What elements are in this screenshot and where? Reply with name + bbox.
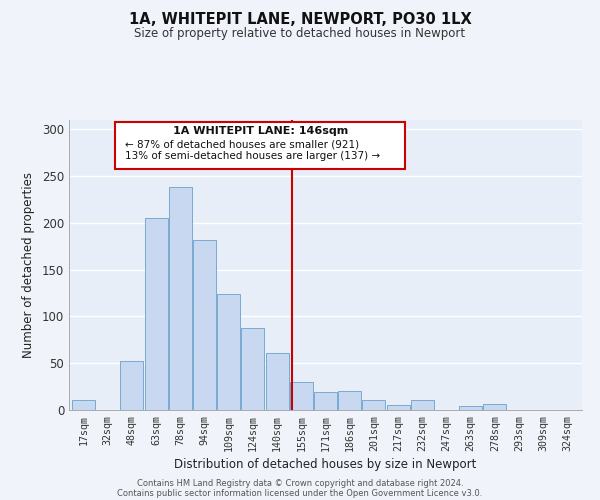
Bar	[290, 382, 313, 410]
Bar	[338, 392, 361, 410]
Text: Contains public sector information licensed under the Open Government Licence v3: Contains public sector information licen…	[118, 489, 482, 498]
Bar	[241, 328, 265, 410]
Bar	[169, 188, 192, 410]
Bar	[121, 362, 143, 410]
Text: ← 87% of detached houses are smaller (921): ← 87% of detached houses are smaller (92…	[125, 140, 359, 149]
Bar	[72, 400, 95, 410]
Y-axis label: Number of detached properties: Number of detached properties	[22, 172, 35, 358]
FancyBboxPatch shape	[115, 122, 406, 168]
Bar	[314, 392, 337, 410]
Bar	[266, 353, 289, 410]
Bar	[193, 240, 216, 410]
Text: Contains HM Land Registry data © Crown copyright and database right 2024.: Contains HM Land Registry data © Crown c…	[137, 479, 463, 488]
Bar	[459, 406, 482, 410]
Bar	[411, 400, 434, 410]
Text: Size of property relative to detached houses in Newport: Size of property relative to detached ho…	[134, 28, 466, 40]
Bar	[362, 400, 385, 410]
Bar	[386, 406, 410, 410]
Bar	[484, 404, 506, 410]
Bar	[217, 294, 240, 410]
Text: 13% of semi-detached houses are larger (137) →: 13% of semi-detached houses are larger (…	[125, 151, 380, 161]
X-axis label: Distribution of detached houses by size in Newport: Distribution of detached houses by size …	[175, 458, 476, 471]
Text: 1A, WHITEPIT LANE, NEWPORT, PO30 1LX: 1A, WHITEPIT LANE, NEWPORT, PO30 1LX	[128, 12, 472, 28]
Text: 1A WHITEPIT LANE: 146sqm: 1A WHITEPIT LANE: 146sqm	[173, 126, 348, 136]
Bar	[145, 218, 167, 410]
